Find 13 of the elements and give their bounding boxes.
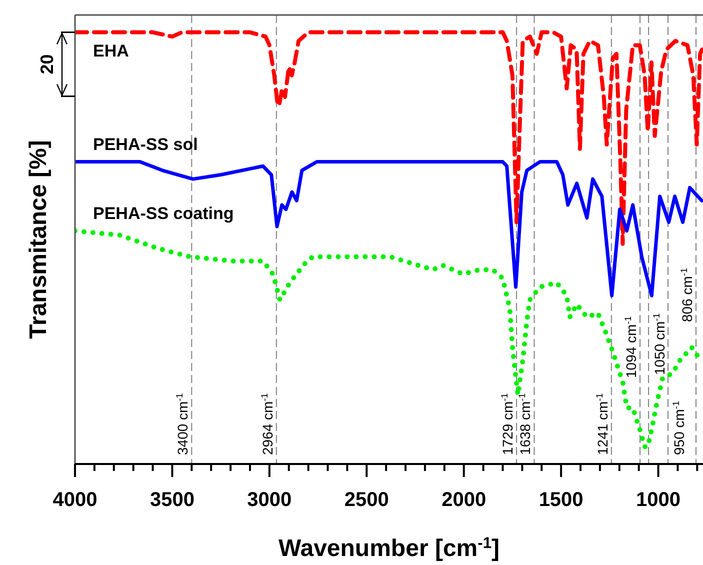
- text: 20: [37, 54, 57, 74]
- x-tick-label: 1500: [538, 489, 584, 511]
- x-tick-label: 3000: [247, 489, 292, 511]
- x-tick-label: 2500: [344, 489, 389, 511]
- series-label: PEHA-SS sol: [93, 134, 198, 154]
- series-label: PEHA-SS coating: [93, 204, 234, 223]
- x-tick-label: 3500: [150, 489, 194, 511]
- x-tick-label: 2000: [442, 489, 486, 511]
- x-tick-label: 1000: [636, 489, 681, 511]
- x-tick-label: 4000: [52, 489, 98, 511]
- series-label: EHA: [93, 41, 129, 60]
- y-axis-title: Transmitance [%]: [25, 140, 52, 339]
- x-axis-title: Wavenumber [cm$^{-1}$]: [278, 534, 500, 562]
